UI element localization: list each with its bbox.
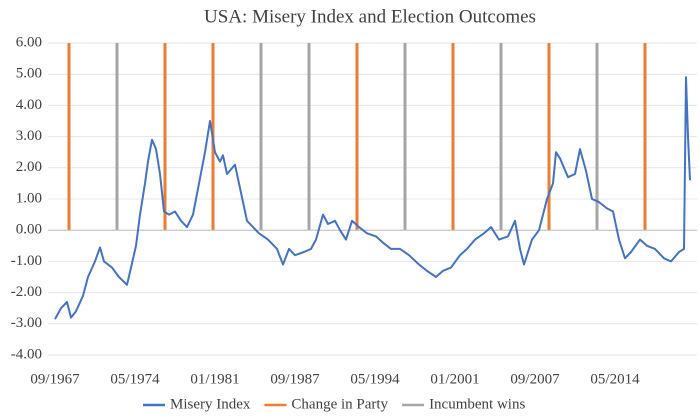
x-tick-label: 05/1974	[110, 371, 160, 387]
y-tick-label: -3.00	[11, 315, 42, 331]
election-bar	[259, 43, 263, 231]
x-tick-label: 01/2001	[430, 371, 479, 387]
y-tick-label: 2.00	[16, 159, 42, 175]
x-tick-label: 09/1987	[270, 371, 320, 387]
y-tick-label: 4.00	[16, 97, 42, 113]
x-tick-label: 09/2007	[510, 371, 560, 387]
x-tick-label: 05/1994	[350, 371, 400, 387]
y-tick-label: 5.00	[16, 66, 42, 82]
election-bar	[163, 43, 167, 231]
x-tick-label: 09/1967	[30, 371, 80, 387]
legend-label: Incumbent wins	[429, 396, 525, 412]
y-tick-label: 1.00	[16, 190, 42, 206]
x-tick-label: 05/2014	[590, 371, 640, 387]
y-tick-label: 0.00	[16, 222, 42, 238]
election-bar	[451, 43, 455, 231]
election-bar	[595, 43, 599, 231]
legend-label: Misery Index	[170, 396, 251, 412]
x-tick-label: 01/1981	[190, 371, 239, 387]
election-bar	[67, 43, 71, 231]
election-bar	[115, 43, 119, 231]
y-tick-label: -1.00	[11, 253, 42, 269]
line	[54, 76, 691, 320]
legend-label: Change in Party	[291, 396, 388, 412]
election-bar	[355, 43, 359, 231]
y-tick-label: -2.00	[11, 284, 42, 300]
election-bar	[547, 43, 551, 231]
y-tick-label: 6.00	[16, 34, 42, 50]
election-bar	[643, 43, 647, 231]
election-bar	[307, 43, 311, 231]
chart-title: USA: Misery Index and Election Outcomes	[204, 6, 536, 27]
election-bar	[403, 43, 407, 231]
y-tick-label: 3.00	[16, 128, 42, 144]
election-bar	[499, 43, 503, 231]
y-tick-label: -4.00	[11, 346, 42, 362]
